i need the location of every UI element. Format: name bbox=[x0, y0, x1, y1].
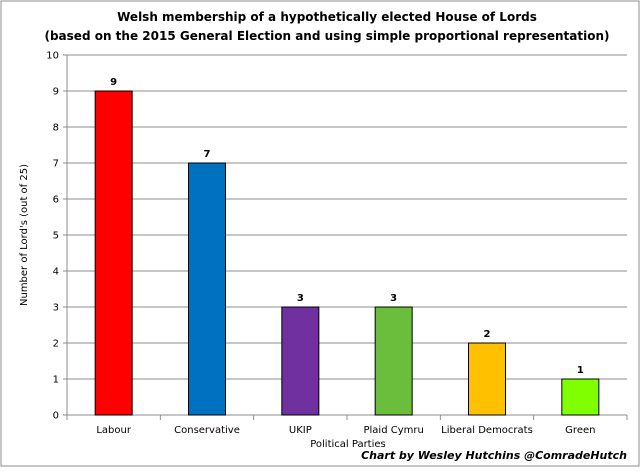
axes bbox=[63, 54, 628, 420]
chart-subtitle: (based on the 2015 General Election and … bbox=[44, 29, 609, 43]
bar-labour bbox=[94, 90, 133, 416]
data-label: 3 bbox=[297, 293, 304, 304]
x-tick-labels: Labour Conservative UKIP Plaid Cymru Liberal… bbox=[96, 425, 595, 436]
x-tick-label: Conservative bbox=[174, 425, 240, 436]
data-label: 7 bbox=[204, 149, 211, 160]
y-tick-label: 1 bbox=[53, 375, 59, 386]
y-tick-label: 4 bbox=[53, 267, 59, 278]
y-axis-title: Number of Lord's (out of 25) bbox=[19, 164, 30, 306]
x-tick-label: Plaid Cymru bbox=[363, 425, 423, 436]
data-labels: 9 7 3 3 2 1 bbox=[110, 77, 584, 376]
bars bbox=[94, 90, 600, 416]
x-tick-label: Green bbox=[565, 425, 595, 436]
y-tick-label: 10 bbox=[46, 51, 59, 62]
y-tick-label: 6 bbox=[53, 195, 59, 206]
y-tick-label: 8 bbox=[53, 123, 59, 134]
y-tick-label: 3 bbox=[53, 303, 59, 314]
bar-ukip bbox=[281, 306, 320, 416]
data-label: 3 bbox=[390, 293, 397, 304]
y-tick-label: 5 bbox=[53, 231, 59, 242]
y-tick-label: 7 bbox=[53, 159, 59, 170]
data-label: 2 bbox=[484, 329, 491, 340]
y-tick-labels: 0 1 2 3 4 5 6 7 8 9 10 bbox=[46, 51, 59, 422]
x-tick-label: Liberal Democrats bbox=[441, 425, 533, 436]
chart-credit: Chart by Wesley Hutchins @ComradeHutch bbox=[361, 449, 627, 462]
bar-green bbox=[561, 378, 600, 416]
y-tick-label: 2 bbox=[53, 339, 59, 350]
chart-title: Welsh membership of a hypothetically ele… bbox=[117, 10, 537, 24]
bar-plaid-cymru bbox=[374, 306, 413, 416]
data-label: 9 bbox=[110, 77, 117, 88]
bar-conservative bbox=[188, 162, 226, 416]
x-axis-title: Political Parties bbox=[310, 439, 386, 450]
bar-liberal-democrats bbox=[468, 342, 506, 416]
data-label: 1 bbox=[577, 365, 584, 376]
y-tick-label: 0 bbox=[53, 411, 59, 422]
x-tick-label: Labour bbox=[96, 425, 132, 436]
y-tick-label: 9 bbox=[53, 87, 59, 98]
x-tick-label: UKIP bbox=[289, 425, 312, 436]
